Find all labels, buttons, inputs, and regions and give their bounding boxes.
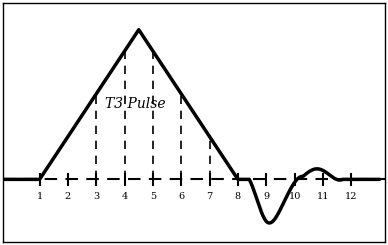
Text: 11: 11 bbox=[317, 192, 329, 201]
Text: 12: 12 bbox=[345, 192, 357, 201]
Text: 8: 8 bbox=[235, 192, 241, 201]
Text: 1: 1 bbox=[36, 192, 43, 201]
Text: 3: 3 bbox=[93, 192, 99, 201]
Text: 5: 5 bbox=[150, 192, 156, 201]
Text: T3 Pulse: T3 Pulse bbox=[105, 97, 165, 110]
Text: 4: 4 bbox=[121, 192, 128, 201]
Text: 9: 9 bbox=[263, 192, 269, 201]
Text: 2: 2 bbox=[65, 192, 71, 201]
Text: 6: 6 bbox=[178, 192, 184, 201]
Text: 10: 10 bbox=[288, 192, 301, 201]
Text: 7: 7 bbox=[206, 192, 213, 201]
